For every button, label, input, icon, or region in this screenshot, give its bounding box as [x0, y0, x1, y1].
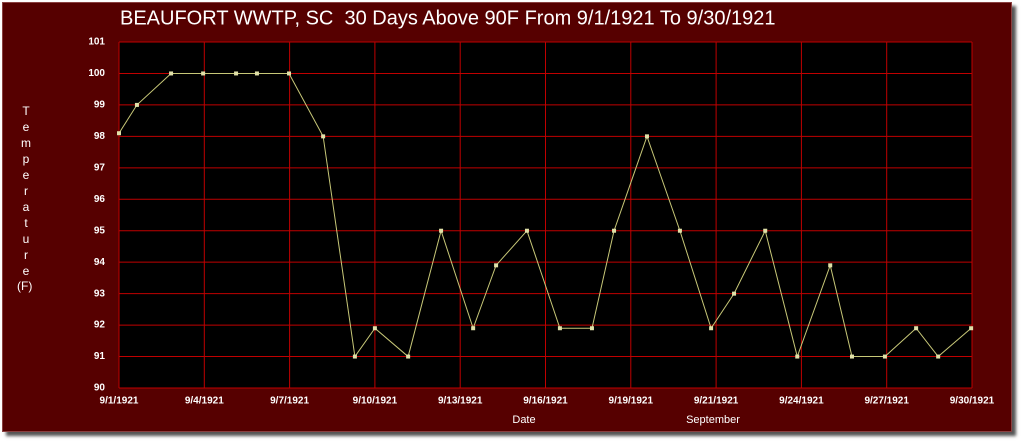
chart-title: BEAUFORT WWTP, SC 30 Days Above 90F From…	[120, 7, 776, 29]
point-marker	[936, 354, 941, 359]
point-marker	[969, 326, 974, 331]
point-marker	[201, 71, 206, 76]
x-tick-label: 9/4/1921	[185, 396, 224, 407]
x-tick-label: 9/24/1921	[779, 396, 824, 407]
point-marker	[524, 228, 529, 233]
y-tick-label: 90	[94, 383, 106, 394]
point-marker	[117, 131, 121, 136]
x-axis-label: Date	[512, 414, 535, 426]
y-tick-label: 97	[94, 162, 106, 173]
y-tick-label: 98	[94, 131, 106, 142]
y-tick-label: 101	[88, 37, 105, 48]
y-tick-label: 99	[94, 100, 106, 111]
point-marker	[169, 71, 174, 76]
point-marker	[644, 134, 649, 139]
point-marker	[849, 354, 854, 359]
y-tick-label: 92	[94, 320, 106, 331]
point-marker	[439, 228, 444, 233]
x-tick-label: 9/16/1921	[523, 396, 568, 407]
point-marker	[234, 71, 239, 76]
x-tick-label: 9/13/1921	[438, 396, 483, 407]
point-marker	[287, 71, 292, 76]
x-tick-label: 9/1/1921	[100, 396, 139, 407]
x-tick-label: 9/21/1921	[694, 396, 739, 407]
point-marker	[732, 291, 737, 296]
y-axis-unit: (F)	[17, 279, 33, 293]
y-axis-label: Temperature	[19, 104, 33, 280]
point-marker	[494, 263, 499, 268]
point-marker	[828, 263, 833, 268]
point-marker	[882, 354, 887, 359]
y-tick-label: 94	[94, 257, 106, 268]
x-tick-label: 9/30/1921	[950, 396, 995, 407]
point-marker	[709, 326, 714, 331]
series-line	[118, 72, 972, 359]
point-marker	[406, 354, 411, 359]
y-tick-label: 96	[94, 194, 106, 205]
point-marker	[254, 71, 259, 76]
point-marker	[763, 228, 768, 233]
point-marker	[677, 228, 682, 233]
point-marker	[372, 326, 377, 331]
x-tick-label: 9/27/1921	[864, 396, 909, 407]
point-marker	[134, 102, 139, 107]
y-tick-label: 91	[94, 351, 106, 362]
x-axis-sublabel: September	[686, 414, 740, 426]
point-marker	[352, 354, 357, 359]
y-tick-label: 93	[94, 288, 106, 299]
x-tick-label: 9/10/1921	[353, 396, 398, 407]
point-marker	[589, 326, 594, 331]
point-marker	[557, 326, 562, 331]
x-tick-label: 9/7/1921	[270, 396, 309, 407]
point-marker	[471, 326, 476, 331]
point-marker	[612, 228, 617, 233]
x-tick-label: 9/19/1921	[609, 396, 654, 407]
point-marker	[321, 134, 326, 139]
point-marker	[795, 354, 800, 359]
point-marker	[914, 326, 919, 331]
y-tick-label: 100	[88, 68, 105, 79]
y-tick-label: 95	[94, 225, 106, 236]
